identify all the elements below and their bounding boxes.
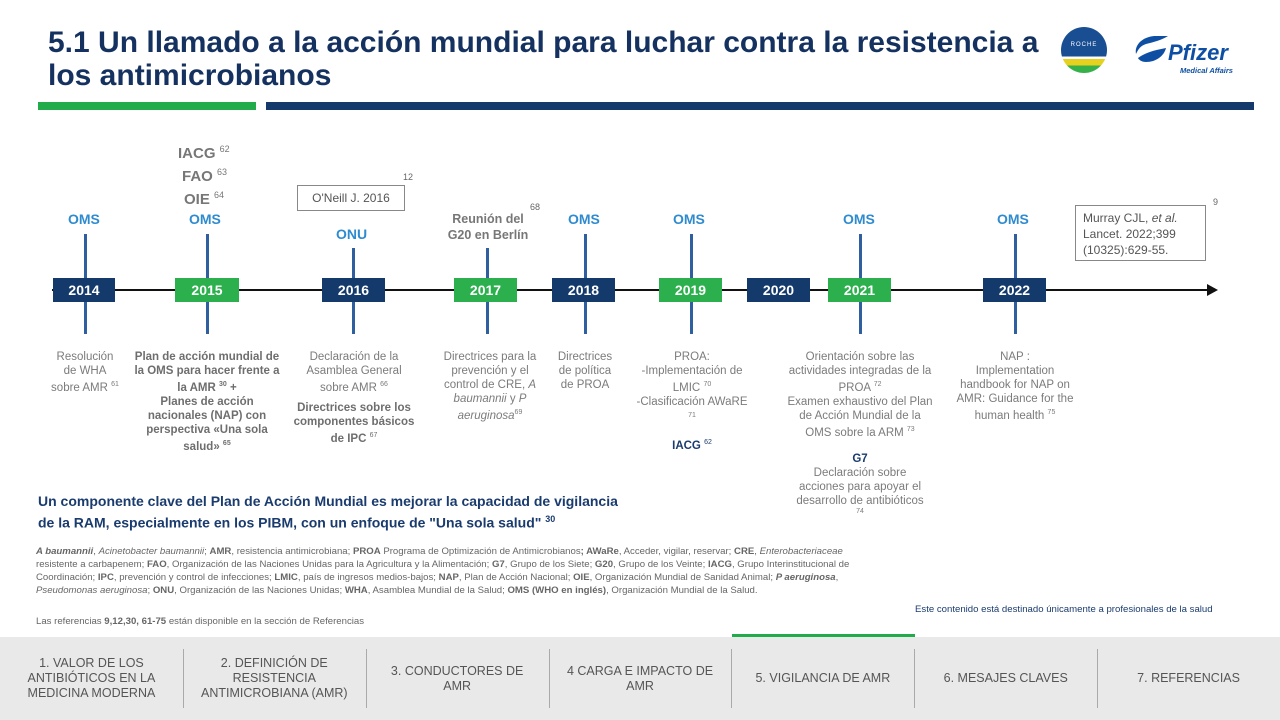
oneill-ref: 12 <box>403 172 414 182</box>
year-2019: 2019 <box>659 278 722 302</box>
partner-logo: ROCHE <box>1061 27 1107 73</box>
title-accent-green <box>38 102 256 110</box>
year-2018: 2018 <box>552 278 615 302</box>
desc-2021: Orientación sobre las actividades integr… <box>787 351 933 515</box>
section-nav: 1. VALOR DE LOS ANTIBIÓTICOS EN LA MEDIC… <box>0 637 1280 720</box>
org-oms-2018: OMS <box>568 211 600 227</box>
pfizer-logo: Pfizer Medical Affairs <box>1132 28 1244 78</box>
nav-item-carga[interactable]: 4 CARGA E IMPACTO DE AMR <box>548 637 732 720</box>
partner-logo-text: ROCHE <box>1070 42 1098 48</box>
references-note: Las referencias 9,12,30, 61-75 están dis… <box>36 616 365 627</box>
org-oms-2014: OMS <box>68 211 100 227</box>
org-iacg: IACG 62 <box>178 144 230 162</box>
year-2017: 2017 <box>454 278 517 302</box>
nav-item-valor[interactable]: 1. VALOR DE LOS ANTIBIÓTICOS EN LA MEDIC… <box>27 656 156 700</box>
timeline-axis <box>52 289 1212 291</box>
org-oms-2022: OMS <box>997 211 1029 227</box>
page-title-line2: los antimicrobianos <box>48 59 332 92</box>
abbreviations-footnote: A baumannii, Acinetobacter baumannii; AM… <box>36 546 850 596</box>
nav-item-mensajes[interactable]: 6. MESAJES CLAVES <box>914 637 1097 720</box>
year-2021: 2021 <box>828 278 891 302</box>
nav-item-referencias[interactable]: 7. REFERENCIAS <box>1097 637 1280 720</box>
pfizer-brand: Pfizer <box>1168 40 1228 65</box>
org-oms-2015: OMS <box>189 211 221 227</box>
desc-2017: Directrices para la prevención y el cont… <box>443 351 537 422</box>
year-2014: 2014 <box>53 278 115 302</box>
desc-2014: Resolución de WHA sobre AMR 61 <box>51 351 119 394</box>
murray-ref: 9 <box>1213 197 1219 207</box>
desc-2015: Plan de acción mundial de la OMS para ha… <box>134 351 280 453</box>
key-message: Un componente clave del Plan de Acción M… <box>38 493 618 531</box>
desc-2019: PROA: -Implementación de LMIC 70 -Clasif… <box>636 351 748 452</box>
page-title-line1: 5.1 Un llamado a la acción mundial para … <box>48 26 1039 59</box>
year-2016: 2016 <box>322 278 385 302</box>
murray-citation-box: Murray CJL, et al. Lancet. 2022;399 (103… <box>1075 205 1206 261</box>
g20-ref: 68 <box>530 202 541 212</box>
page-title: 5.1 Un llamado a la acción mundial para … <box>48 26 1058 92</box>
oneill-box: O'Neill J. 2016 <box>297 185 405 211</box>
org-oms-2019: OMS <box>673 211 705 227</box>
org-oms-2021: OMS <box>843 211 875 227</box>
desc-2016: Declaración de la Asamblea General sobre… <box>293 351 415 445</box>
org-onu-2016: ONU <box>336 226 368 242</box>
org-oie: OIE 64 <box>184 190 225 208</box>
pfizer-pill-icon <box>1135 36 1168 62</box>
nav-item-definicion[interactable]: 2. DEFINICIÓN DE RESISTENCIA ANTIMICROBI… <box>182 637 366 720</box>
orgs-2015-group: IACG 62 FAO 63 OIE 64 <box>178 140 258 209</box>
year-2022: 2022 <box>983 278 1046 302</box>
desc-2022: NAP : Implementation handbook for NAP on… <box>956 351 1074 422</box>
nav-item-vigilancia[interactable]: 5. VIGILANCIA DE AMR <box>731 637 914 720</box>
org-fao: FAO 63 <box>182 167 228 185</box>
pfizer-sub: Medical Affairs <box>1180 66 1233 75</box>
g20-meeting: Reunión del G20 en Berlín <box>447 212 529 242</box>
title-accent-navy <box>266 102 1254 110</box>
year-2020: 2020 <box>747 278 810 302</box>
year-2015: 2015 <box>175 278 239 302</box>
timeline-arrow-icon <box>1207 284 1218 296</box>
nav-item-conductores[interactable]: 3. CONDUCTORES DE AMR <box>365 637 549 720</box>
audience-note: Este contenido está destinado únicamente… <box>915 604 1213 615</box>
desc-2018: Directrices de política de PROA <box>557 351 613 391</box>
